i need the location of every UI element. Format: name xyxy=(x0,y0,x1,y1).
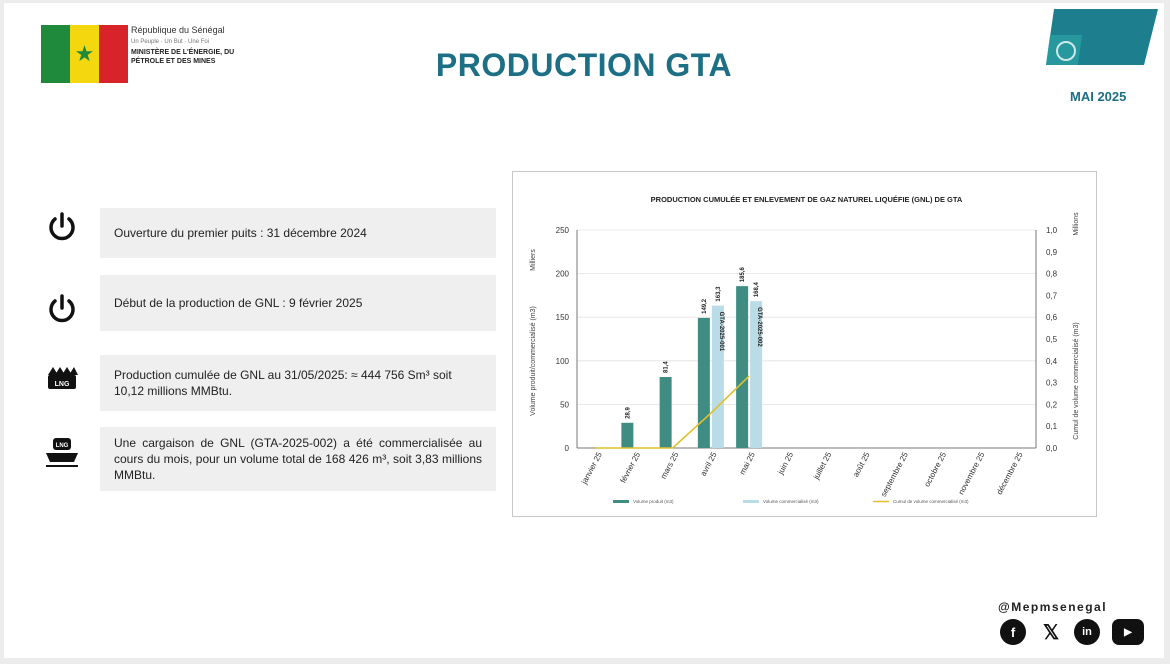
x-tick-label: avril 25 xyxy=(699,450,719,477)
svg-text:LNG: LNG xyxy=(56,443,69,449)
x-tick-label: février 25 xyxy=(619,450,643,484)
y-tick-label: 0 xyxy=(565,444,570,453)
youtube-icon[interactable]: ▶ xyxy=(1112,619,1144,645)
bar-volume-commercialise xyxy=(711,305,724,448)
bar-volume-produit xyxy=(621,422,634,448)
x-icon[interactable]: 𝕏 xyxy=(1038,619,1064,645)
bar-volume-produit xyxy=(659,377,672,448)
x-tick-label: octobre 25 xyxy=(922,450,948,488)
x-tick-label: mars 25 xyxy=(659,450,681,480)
y-axis-label: Volume produit/commercialisé (m3) xyxy=(530,306,537,416)
y2-axis-unit-label: Millions xyxy=(1073,212,1080,236)
y-axis-unit-label: Milliers xyxy=(530,249,537,271)
bar-data-label: 81,4 xyxy=(664,361,670,373)
y2-tick-label: 0,6 xyxy=(1046,313,1058,322)
y2-tick-label: 0,0 xyxy=(1046,444,1058,453)
info-text: Une cargaison de GNL (GTA-2025-002) a ét… xyxy=(114,435,482,483)
legend-label: Volume commercialisé (m3) xyxy=(763,499,819,504)
facebook-icon[interactable]: f xyxy=(1000,619,1026,645)
lng-ship-icon: LNG xyxy=(46,438,78,467)
y2-tick-label: 0,8 xyxy=(1046,270,1058,279)
x-tick-label: novembre 25 xyxy=(957,450,987,496)
bar-data-label: 168,4 xyxy=(754,281,760,297)
legend-swatch xyxy=(613,500,629,503)
bar-volume-commercialise xyxy=(750,301,763,448)
production-chart: PRODUCTION CUMULÉE ET ENLEVEMENT DE GAZ … xyxy=(530,195,1080,504)
bar-data-label: 163,3 xyxy=(716,286,722,302)
motto-label: Un Peuple · Un But · Une Foi xyxy=(131,39,210,45)
bar-volume-produit xyxy=(697,317,710,448)
y2-tick-label: 0,9 xyxy=(1046,248,1058,257)
info-box-cumulative: Production cumulée de GNL au 31/05/2025:… xyxy=(100,355,496,411)
power-icon xyxy=(49,294,75,323)
ministry-name: MINISTÈRE DE L'ÉNERGIE, DU PÉTROLE ET DE… xyxy=(131,49,235,65)
y2-tick-label: 0,3 xyxy=(1046,379,1058,388)
info-box-cargo: Une cargaison de GNL (GTA-2025-002) a ét… xyxy=(100,427,496,491)
y-tick-label: 200 xyxy=(556,270,570,279)
info-box-production-start: Début de la production de GNL : 9 févrie… xyxy=(100,275,496,331)
x-tick-label: mai 25 xyxy=(738,450,757,476)
x-tick-label: décembre 25 xyxy=(995,450,1025,496)
y2-tick-label: 0,7 xyxy=(1046,291,1058,300)
gta-logo-icon xyxy=(1046,9,1158,65)
legend-swatch xyxy=(743,500,759,503)
x-tick-label: août 25 xyxy=(851,450,872,478)
bar-data-label: 149,2 xyxy=(702,298,708,314)
y-tick-label: 50 xyxy=(560,400,569,409)
bar-volume-produit xyxy=(736,286,749,448)
y2-tick-label: 0,4 xyxy=(1046,357,1058,366)
legend-label: Volume produit (m3) xyxy=(633,499,674,504)
y2-axis-label: Cumul de volume commercialisé (m3) xyxy=(1073,322,1080,439)
info-text: Production cumulée de GNL au 31/05/2025:… xyxy=(114,367,452,398)
slide: ★ République du Sénégal Un Peuple · Un B… xyxy=(4,3,1164,658)
x-tick-label: juillet 25 xyxy=(811,450,833,482)
y-tick-label: 150 xyxy=(556,313,570,322)
chart-title: PRODUCTION CUMULÉE ET ENLEVEMENT DE GAZ … xyxy=(651,195,963,204)
linkedin-icon[interactable]: in xyxy=(1074,619,1100,645)
info-text: Ouverture du premier puits : 31 décembre… xyxy=(114,225,367,240)
bar-data-label: 28,9 xyxy=(625,406,631,418)
y2-tick-label: 0,2 xyxy=(1046,400,1058,409)
y2-tick-label: 1,0 xyxy=(1046,226,1058,235)
x-tick-label: juin 25 xyxy=(776,450,796,476)
legend-label: Cumul de volume commercialisé (m3) xyxy=(893,499,969,504)
lng-tank-icon: LNG xyxy=(48,367,78,389)
x-tick-label: janvier 25 xyxy=(579,450,604,486)
line-cumul-commercialise xyxy=(596,375,750,449)
power-icon xyxy=(49,212,75,241)
y-tick-label: 100 xyxy=(556,357,570,366)
y2-tick-label: 0,1 xyxy=(1046,422,1058,431)
social-handle: @Mepmsenegal xyxy=(998,600,1108,614)
x-tick-label: septembre 25 xyxy=(879,450,910,498)
senegal-flag-icon: ★ xyxy=(41,25,128,83)
bar-data-label: 185,6 xyxy=(740,266,746,282)
svg-text:LNG: LNG xyxy=(55,381,70,388)
y2-tick-label: 0,5 xyxy=(1046,335,1058,344)
chart-panel: PRODUCTION CUMULÉE ET ENLEVEMENT DE GAZ … xyxy=(512,171,1097,517)
info-box-first-well: Ouverture du premier puits : 31 décembre… xyxy=(100,208,496,258)
page-title: PRODUCTION GTA xyxy=(435,47,733,83)
info-text: Début de la production de GNL : 9 févrie… xyxy=(114,295,363,310)
ministry-block: République du Sénégal Un Peuple · Un But… xyxy=(131,25,261,67)
report-date: MAI 2025 xyxy=(1070,89,1127,104)
cargo-annotation: GTA-2025-002 xyxy=(756,307,762,347)
republic-label: République du Sénégal xyxy=(131,25,225,35)
y-tick-label: 250 xyxy=(556,226,570,235)
cargo-annotation: GTA-2025-001 xyxy=(718,312,724,352)
